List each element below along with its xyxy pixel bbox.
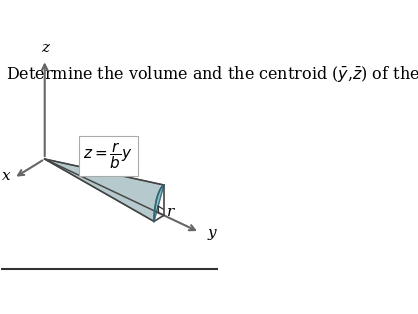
Text: b: b: [100, 154, 110, 168]
Text: Determine the volume and the centroid ($\bar{y}$,$\bar{z}$) of the wedge.: Determine the volume and the centroid ($…: [6, 64, 418, 85]
Text: x: x: [2, 169, 10, 183]
Text: $z = \dfrac{r}{b}y$: $z = \dfrac{r}{b}y$: [84, 141, 133, 171]
Text: r: r: [167, 205, 174, 219]
Polygon shape: [45, 159, 164, 221]
Polygon shape: [154, 185, 164, 221]
Text: z: z: [41, 41, 49, 55]
Text: y: y: [208, 226, 217, 240]
Polygon shape: [45, 159, 164, 221]
